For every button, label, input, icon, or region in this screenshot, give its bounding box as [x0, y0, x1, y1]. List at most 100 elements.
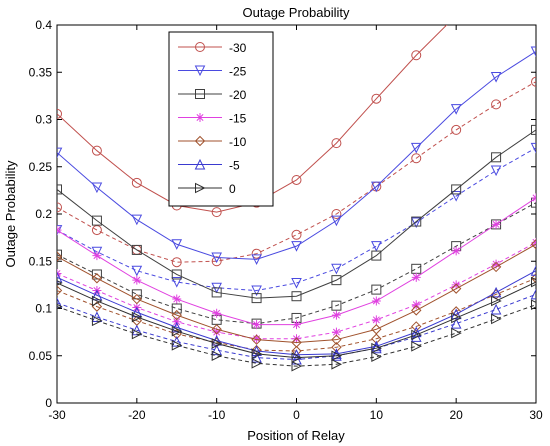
series-line-dashed — [57, 202, 536, 325]
legend-entry-label: -10 — [229, 135, 247, 149]
data-point — [531, 193, 536, 203]
data-point — [91, 182, 103, 194]
data-point — [491, 295, 502, 307]
data-point — [211, 287, 222, 298]
data-point — [491, 152, 502, 163]
data-point — [411, 263, 422, 274]
series-line-solid — [57, 51, 536, 260]
data-point — [291, 360, 303, 372]
data-point — [251, 358, 263, 369]
data-point — [171, 257, 182, 268]
data-point — [57, 271, 63, 283]
data-point — [371, 315, 381, 325]
data-point — [132, 275, 142, 285]
data-point — [410, 142, 422, 154]
data-point — [57, 251, 63, 262]
y-tick-label: 0.2 — [35, 207, 52, 221]
data-point — [411, 272, 421, 282]
data-point — [451, 184, 462, 195]
data-point — [530, 142, 536, 154]
data-point — [251, 293, 262, 304]
data-point — [91, 145, 102, 156]
data-point — [531, 76, 536, 87]
data-point — [57, 285, 63, 296]
data-point — [251, 348, 263, 360]
data-point — [331, 358, 343, 370]
data-point — [531, 197, 536, 208]
series-3 — [57, 193, 536, 344]
data-point — [211, 350, 223, 362]
data-point — [212, 308, 222, 318]
data-point — [451, 327, 462, 339]
data-point — [531, 299, 536, 311]
legend-entry-label: -5 — [229, 159, 240, 173]
data-point — [57, 108, 62, 119]
data-point — [171, 277, 183, 288]
data-point — [92, 251, 102, 261]
series-layer — [57, 25, 536, 372]
y-axis-label: Outage Probability — [3, 160, 18, 267]
data-point — [491, 219, 501, 229]
series-line-solid — [57, 281, 536, 359]
x-tick-label: -20 — [128, 408, 146, 422]
series-line-solid — [57, 129, 536, 299]
data-point — [371, 250, 382, 261]
data-point — [131, 293, 143, 305]
legend-box — [168, 31, 274, 207]
data-point — [57, 225, 62, 235]
data-point — [530, 46, 536, 58]
data-point — [171, 269, 182, 280]
y-tick-label: 0.1 — [35, 302, 52, 316]
series-1 — [57, 46, 536, 297]
data-point — [450, 283, 462, 294]
data-point — [531, 124, 536, 135]
x-tick-label: 0 — [293, 408, 300, 422]
data-point — [172, 294, 182, 304]
data-point — [57, 297, 63, 308]
data-point — [251, 248, 262, 259]
series-6 — [57, 276, 536, 372]
data-point — [490, 165, 502, 177]
data-point — [450, 191, 462, 202]
data-point — [91, 273, 103, 284]
data-point — [451, 280, 461, 290]
data-point — [411, 340, 422, 352]
y-tick-label: 0.4 — [35, 18, 52, 32]
data-point — [212, 327, 222, 337]
legend-marker — [194, 135, 206, 147]
legend-entry-label: -15 — [229, 112, 247, 126]
series-2 — [57, 124, 536, 329]
data-point — [331, 209, 342, 219]
data-point — [371, 296, 381, 306]
data-point — [291, 291, 302, 302]
data-point — [331, 300, 342, 311]
legend-marker — [195, 89, 205, 99]
data-point — [371, 351, 382, 363]
data-point — [450, 104, 462, 115]
data-point — [530, 273, 536, 284]
data-point — [531, 276, 536, 288]
legend-marker — [195, 42, 205, 52]
data-point — [331, 327, 341, 337]
legend-entry-label: -30 — [229, 41, 247, 55]
data-point — [211, 324, 222, 335]
data-point — [171, 325, 183, 337]
legend-marker — [195, 182, 206, 194]
data-point — [91, 269, 102, 280]
data-point — [411, 329, 422, 341]
data-point — [211, 252, 222, 264]
data-point — [491, 259, 501, 269]
data-point — [331, 138, 342, 149]
data-point — [491, 99, 502, 110]
data-point — [171, 340, 183, 351]
data-point — [371, 241, 382, 252]
data-point — [490, 71, 502, 83]
data-point — [291, 337, 302, 348]
series-clip-group — [57, 25, 536, 372]
series-line-solid — [57, 25, 448, 213]
series-line-dashed — [57, 304, 536, 367]
data-point — [91, 289, 103, 301]
data-point — [252, 334, 262, 344]
data-point — [131, 328, 143, 340]
data-point — [371, 342, 382, 354]
